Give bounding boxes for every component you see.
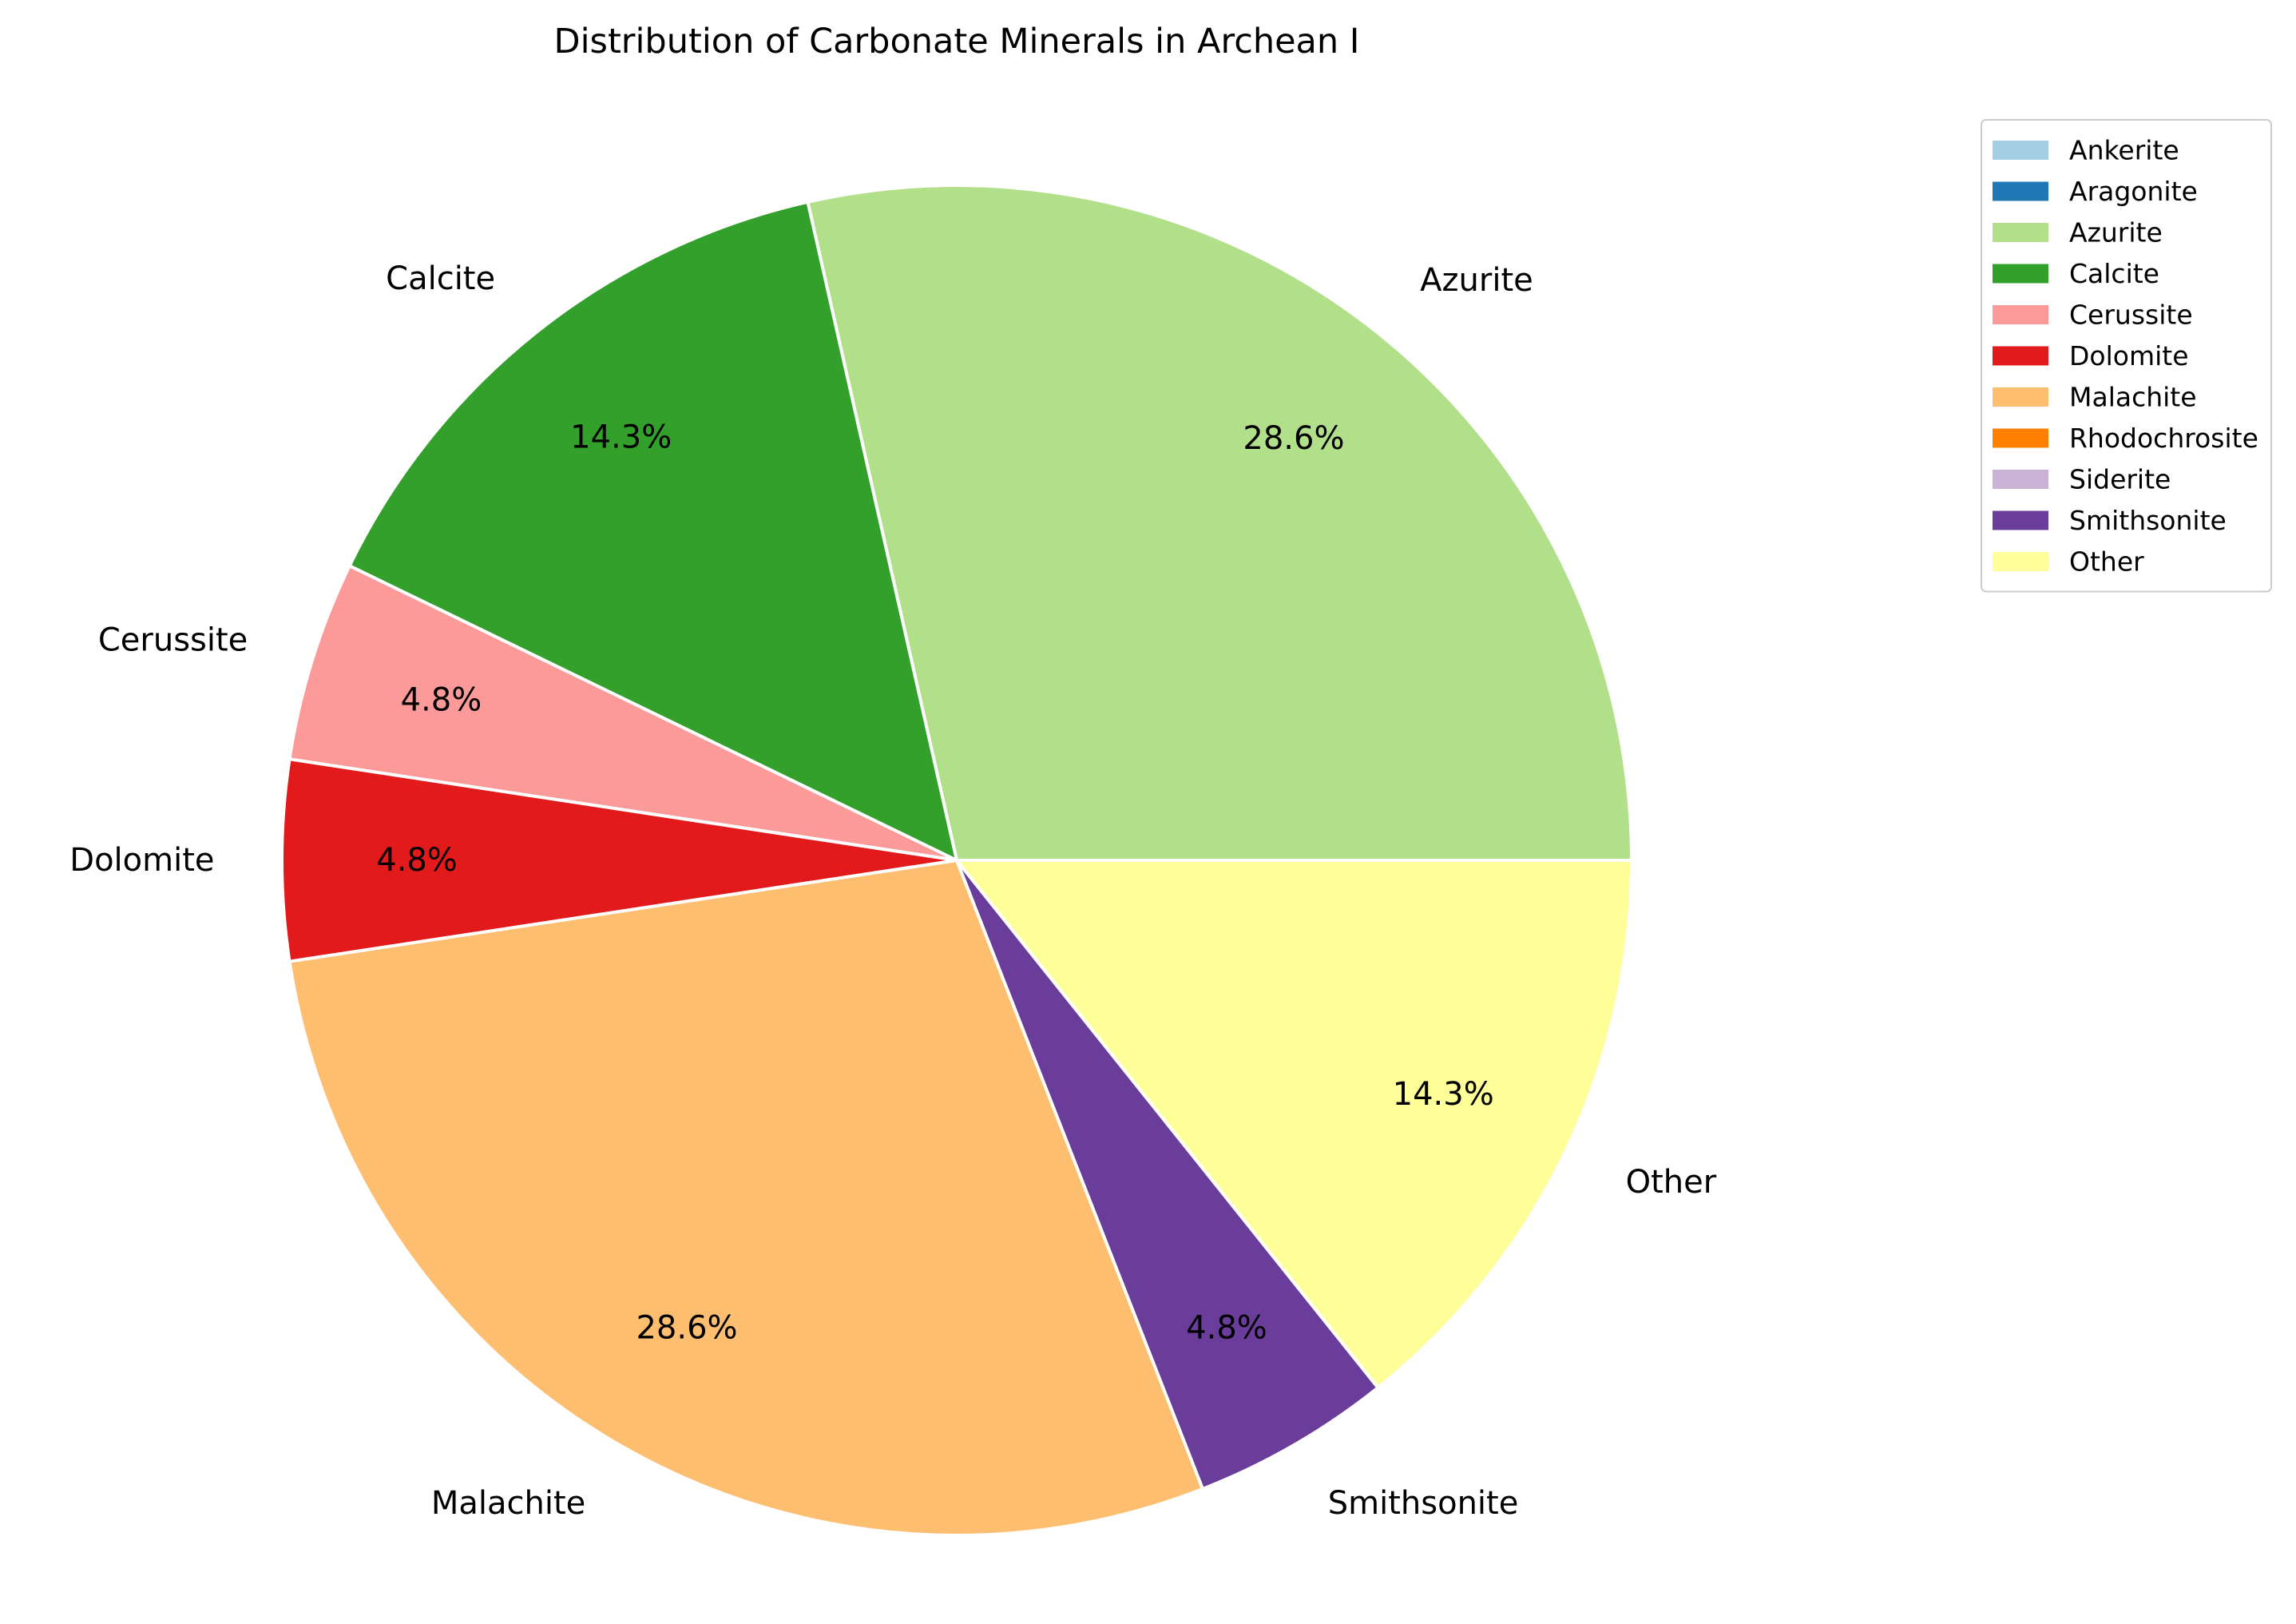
- slice-label-azurite: Azurite: [1420, 262, 1533, 299]
- legend-swatch-smithsonite: [1993, 510, 2048, 530]
- legend-label-other: Other: [2069, 546, 2144, 578]
- legend-label-cerussite: Cerussite: [2069, 300, 2193, 331]
- pie-slice-azurite: [806, 184, 1633, 862]
- legend-label-ankerite: Ankerite: [2069, 135, 2179, 166]
- legend-label-azurite: Azurite: [2069, 217, 2163, 248]
- slice-label-smithsonite: Smithsonite: [1328, 1485, 1519, 1522]
- pie-slice-dolomite: [280, 757, 958, 963]
- slice-percent-other: 14.3%: [1393, 1076, 1494, 1113]
- legend-swatch-aragonite: [1993, 181, 2048, 201]
- legend-swatch-calcite: [1993, 264, 2048, 284]
- legend-label-dolomite: Dolomite: [2069, 340, 2189, 371]
- slice-label-cerussite: Cerussite: [98, 621, 248, 658]
- pie-slice-other: [955, 859, 1633, 1390]
- legend-frame: [1981, 119, 2272, 593]
- slice-label-calcite: Calcite: [386, 260, 495, 297]
- legend-swatch-siderite: [1993, 470, 2048, 489]
- legend: Ankerite Aragonite Azurite Calcite Cerussite…: [1981, 119, 2272, 593]
- slice-percent-malachite: 28.6%: [636, 1309, 737, 1346]
- legend-label-smithsonite: Smithsonite: [2069, 505, 2227, 536]
- slice-percent-azurite: 28.6%: [1243, 420, 1344, 457]
- legend-label-rhodochrosite: Rhodochrosite: [2069, 423, 2258, 454]
- legend-swatch-ankerite: [1993, 141, 2048, 160]
- pie-labels: Azurite 28.6% Calcite 14.3% Cerussite 4.8% Dol…: [69, 260, 1716, 1522]
- slice-label-dolomite: Dolomite: [69, 842, 214, 879]
- legend-label-calcite: Calcite: [2069, 258, 2159, 289]
- slice-percent-dolomite: 4.8%: [376, 842, 458, 879]
- pie-slice-calcite: [347, 200, 958, 862]
- pie-slices: [280, 184, 1633, 1537]
- legend-swatch-dolomite: [1993, 346, 2048, 366]
- slice-percent-cerussite: 4.8%: [401, 682, 482, 719]
- slice-percent-calcite: 14.3%: [570, 419, 672, 456]
- legend-label-malachite: Malachite: [2069, 382, 2197, 413]
- legend-swatch-other: [1993, 552, 2048, 571]
- chart-title: Distribution of Carbonate Minerals in Ar…: [553, 22, 1359, 62]
- slice-label-malachite: Malachite: [431, 1485, 585, 1522]
- pie-slice-malachite: [287, 859, 1205, 1537]
- legend-label-aragonite: Aragonite: [2069, 176, 2198, 207]
- slice-label-other: Other: [1626, 1164, 1717, 1201]
- legend-swatch-rhodochrosite: [1993, 428, 2048, 448]
- pie-slice-smithsonite: [955, 859, 1380, 1491]
- legend-swatch-azurite: [1993, 223, 2048, 242]
- legend-swatch-malachite: [1993, 387, 2048, 407]
- slice-percent-smithsonite: 4.8%: [1186, 1309, 1267, 1346]
- legend-label-siderite: Siderite: [2069, 464, 2171, 495]
- pie-slice-cerussite: [287, 564, 958, 862]
- legend-swatch-cerussite: [1993, 305, 2048, 324]
